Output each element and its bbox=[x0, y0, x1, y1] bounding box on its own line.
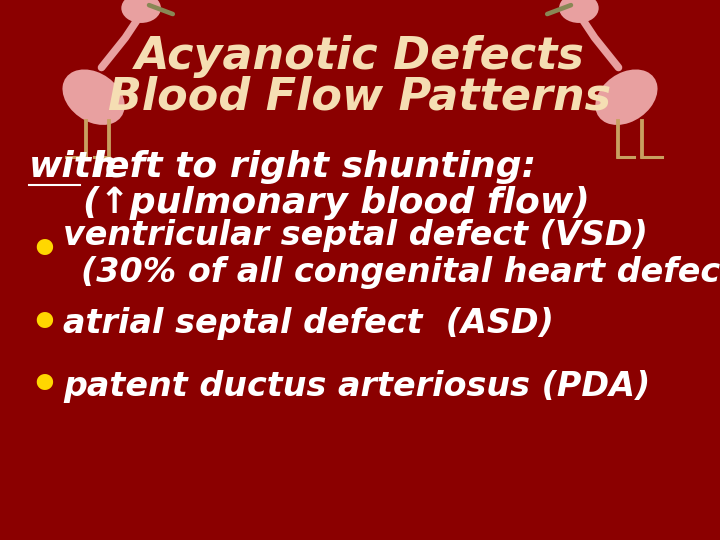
Text: left to right shunting:: left to right shunting: bbox=[80, 151, 536, 184]
Text: with: with bbox=[29, 151, 117, 184]
Text: (↑pulmonary blood flow): (↑pulmonary blood flow) bbox=[83, 186, 590, 219]
Text: (30% of all congenital heart defects): (30% of all congenital heart defects) bbox=[81, 256, 720, 289]
Circle shape bbox=[121, 0, 161, 23]
Text: •: • bbox=[29, 301, 58, 347]
Ellipse shape bbox=[595, 70, 657, 125]
Ellipse shape bbox=[604, 73, 649, 109]
Ellipse shape bbox=[63, 70, 125, 125]
Text: •: • bbox=[29, 363, 58, 409]
Text: patent ductus arteriosus (PDA): patent ductus arteriosus (PDA) bbox=[63, 369, 651, 403]
Circle shape bbox=[559, 0, 599, 23]
Text: atrial septal defect  (ASD): atrial septal defect (ASD) bbox=[63, 307, 554, 341]
Text: Blood Flow Patterns: Blood Flow Patterns bbox=[109, 76, 611, 119]
Text: •: • bbox=[29, 228, 58, 274]
Ellipse shape bbox=[71, 73, 116, 109]
Text: Acyanotic Defects: Acyanotic Defects bbox=[135, 35, 585, 78]
Text: ventricular septal defect (VSD): ventricular septal defect (VSD) bbox=[63, 219, 648, 253]
